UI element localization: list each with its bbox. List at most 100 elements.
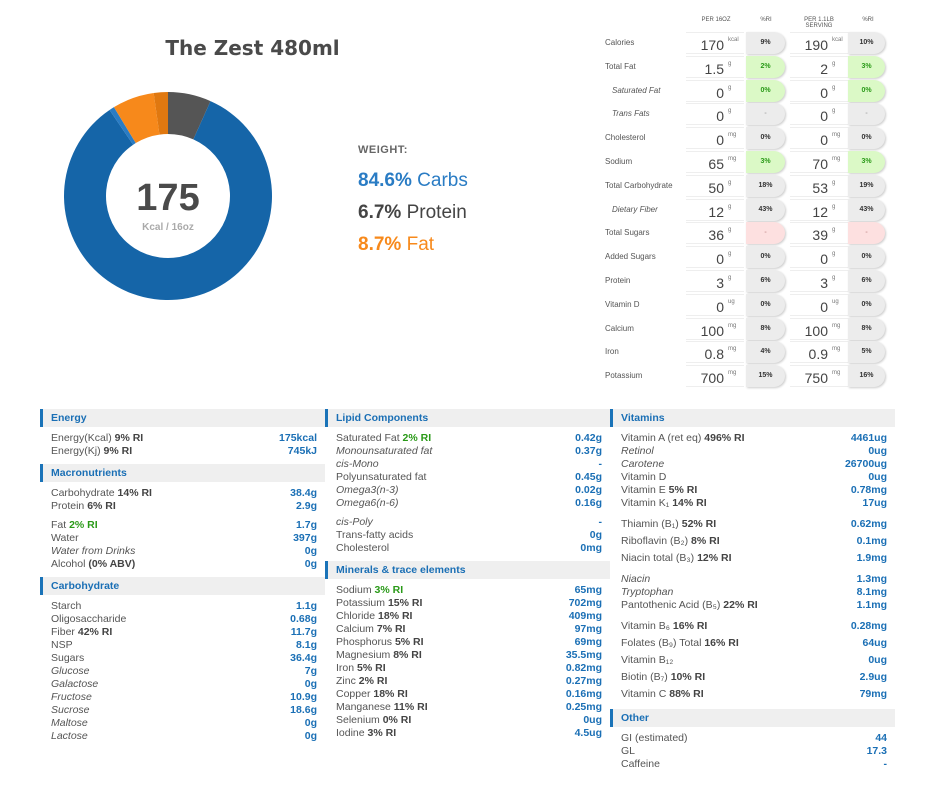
facts-amount: 3 [716,275,724,291]
nutrient-label: Lactose [51,730,88,743]
nutrient-row: Lactose 0g [40,730,325,743]
nutrient-value: 0ug [868,445,887,457]
facts-ri-1: - [746,222,785,245]
nutrient-ri: 5% RI [357,662,386,674]
nutrient-ri: 496% RI [704,432,745,444]
nutrient-ri: 9% RI [103,445,133,457]
nutrient-column-2: Lipid Components Saturated Fat 2% RI 0.42g… [325,409,610,746]
nutrient-ri: 3% RI [374,584,404,596]
facts-amount: 0 [716,108,724,125]
facts-label: Added Sugars [605,252,656,262]
nutrient-name: Selenium [336,714,380,726]
nutrient-name: Phosphorus [336,636,393,648]
nutrient-label: Water [51,532,79,545]
facts-ri-2: 5% [848,341,885,364]
nutrient-row: Vitamin B₁₂ 0ug [610,652,895,669]
nutrient-value: 1.1g [295,600,317,612]
facts-unit: mg [728,370,737,377]
header-ri-2: %RI [862,17,874,23]
nutrient-value: 7g [304,665,317,677]
facts-value-1: 0.8 mg [686,341,744,364]
nutrient-row: Riboflavin (B₂) 8% RI 0.1mg [610,533,895,550]
nutrient-label: NSP [51,639,73,652]
nutrient-name: Sucrose [51,704,90,716]
nutrient-label: Selenium 0% RI [336,714,411,727]
nutrient-ri: 15% RI [387,597,423,609]
nutrient-row: GI (estimated) 44 [610,732,895,745]
nutrient-name: Vitamin B₁₂ [621,654,674,666]
facts-amount: 70 [812,156,828,172]
nutrient-name: Zinc [336,675,356,687]
nutrient-name: Vitamin A (ret eq) [621,432,702,444]
nutrient-ri: 2% RI [358,675,388,687]
nutrient-name: Iron [336,662,355,674]
facts-unit: kcal [728,37,739,43]
facts-label: Vitamin D [605,299,640,309]
nutrient-value: 0.27mg [565,675,602,687]
facts-amount: 0 [716,298,724,315]
nutrient-row: Polyunsaturated fat 0.45g [325,471,610,484]
facts-unit: g [832,84,836,91]
facts-unit: g [728,227,732,234]
nutrient-name: Carbohydrate [51,487,115,499]
nutrient-label: Trans-fatty acids [336,529,413,542]
nutrient-name: Potassium [336,597,386,609]
nutrient-ri: 16% RI [704,637,739,649]
facts-row: Calcium 100 mg 8% 100 mg 8% [600,317,900,342]
facts-ri-1: 18% [746,174,785,197]
nutrient-row: Sugars 36.4g [40,652,325,665]
facts-amount: 2 [820,60,828,77]
facts-unit: g [728,60,732,67]
nutrient-value: 64ug [862,637,887,649]
facts-unit: ug [832,298,839,305]
facts-ri-1: 15% [746,365,785,388]
nutrient-row: Retinol 0ug [610,445,895,458]
nutrient-row: cis-Poly - [325,516,610,529]
donut-segment-fat [113,92,160,144]
nutrient-value: 26700ug [844,458,887,470]
facts-amount: 170 [700,37,724,53]
facts-amount: 700 [700,370,724,387]
nutrient-name: Polyunsaturated fat [336,471,427,483]
facts-unit: mg [728,132,737,139]
nutrient-label: Cholesterol [336,542,389,555]
nutrient-value: 0g [589,529,602,541]
facts-amount: 190 [804,37,828,53]
nutrient-row: Maltose 0g [40,717,325,730]
nutrient-group: Fat 2% RI 1.7g Water 397g Water from Drinks 0… [40,519,325,571]
facts-unit: g [728,203,732,210]
nutrient-ri: 2% RI [402,432,432,444]
nutrient-value: 36.4g [290,652,317,664]
facts-unit: g [728,275,732,281]
nutrient-value: 0g [304,678,317,690]
nutrient-value: 4.5ug [574,727,602,739]
nutrient-label: Galactose [51,678,98,691]
nutrient-row: Caffeine - [610,758,895,771]
facts-ri-1: 8% [746,317,785,340]
nutrient-name: Water [51,532,79,544]
nutrient-row: Sodium 3% RI 65mg [325,584,610,597]
nutrient-row: Zinc 2% RI 0.27mg [325,675,610,688]
nutrient-label: Iodine 3% RI [336,727,396,740]
nutrient-name: Caffeine [621,758,660,770]
facts-ri-1: 0% [746,127,785,150]
nutrient-row: Carbohydrate 14% RI 38.4g [40,487,325,500]
nutrient-value: 745kJ [287,445,317,457]
nutrient-label: Retinol [621,445,654,458]
nutrient-ri: 18% RI [373,688,408,700]
legend-item-protein: 6.7% Protein [358,202,468,224]
facts-amount: 12 [812,203,828,220]
facts-row: Sodium 65 mg 3% 70 mg 3% [600,151,900,175]
facts-label: Total Fat [605,61,636,71]
nutrient-value: 0.28mg [850,620,887,632]
facts-value-1: 0 mg [686,127,744,150]
facts-unit: mg [832,370,841,377]
nutrient-name: Galactose [51,678,99,690]
nutrient-name: Omega3(n-3) [336,484,399,496]
nutrient-row: Water from Drinks 0g [40,545,325,558]
nutrient-row: Galactose 0g [40,678,325,691]
nutrient-label: Protein 6% RI [51,500,116,513]
nutrient-value: 0.37g [575,445,602,457]
nutrient-name: Chloride [336,610,376,622]
nutrient-label: Iron 5% RI [336,662,386,675]
